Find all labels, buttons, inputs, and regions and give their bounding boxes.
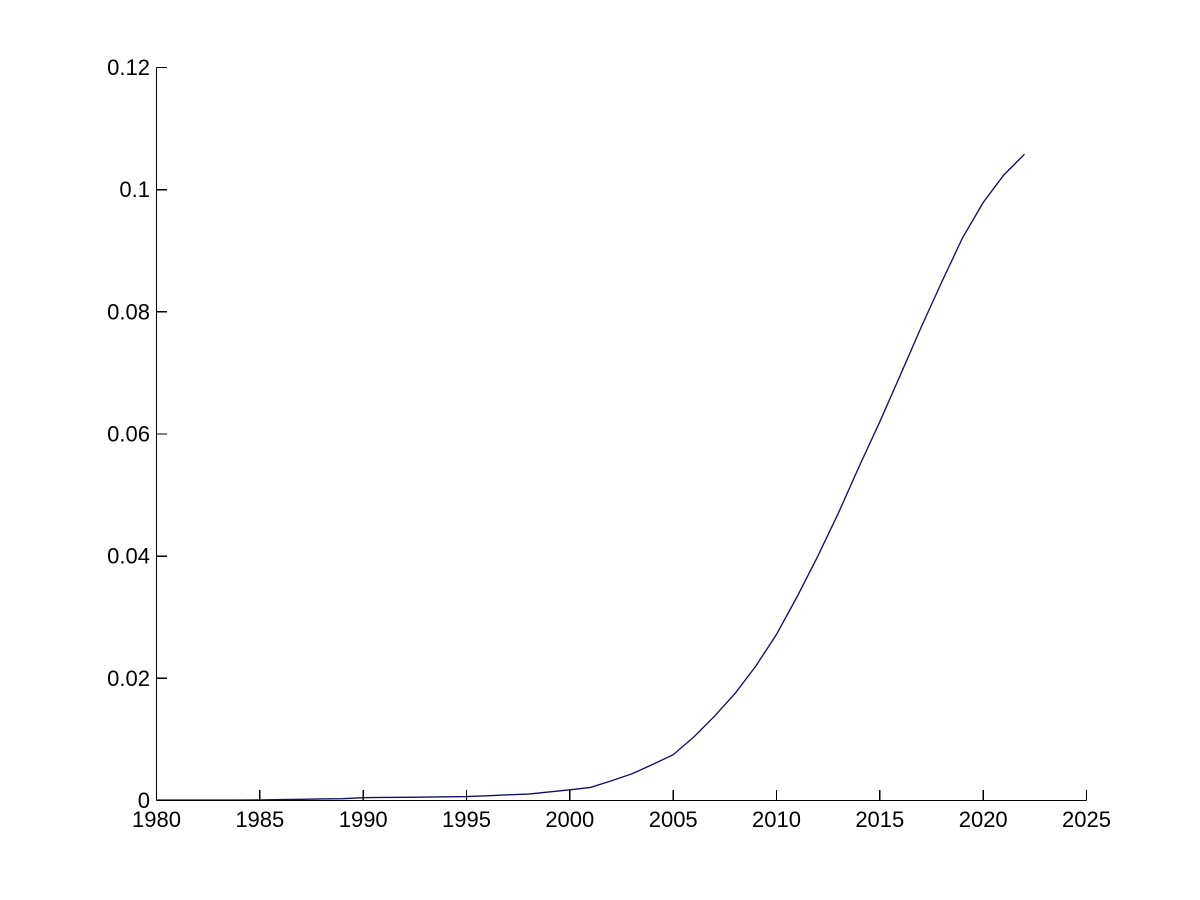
svg-text:0.1: 0.1	[119, 177, 150, 202]
svg-text:1985: 1985	[235, 807, 284, 832]
svg-text:2025: 2025	[1062, 807, 1111, 832]
svg-text:0.02: 0.02	[107, 666, 150, 691]
svg-text:0.08: 0.08	[107, 299, 150, 324]
svg-text:0.04: 0.04	[107, 544, 150, 569]
svg-text:2020: 2020	[959, 807, 1008, 832]
svg-text:0.06: 0.06	[107, 422, 150, 447]
svg-text:1995: 1995	[442, 807, 491, 832]
svg-text:0: 0	[138, 788, 150, 813]
svg-text:2010: 2010	[752, 807, 801, 832]
svg-text:0.12: 0.12	[107, 55, 150, 80]
svg-text:2015: 2015	[855, 807, 904, 832]
svg-text:1990: 1990	[339, 807, 388, 832]
svg-text:1980: 1980	[132, 807, 181, 832]
svg-text:2000: 2000	[545, 807, 594, 832]
svg-text:2005: 2005	[649, 807, 698, 832]
